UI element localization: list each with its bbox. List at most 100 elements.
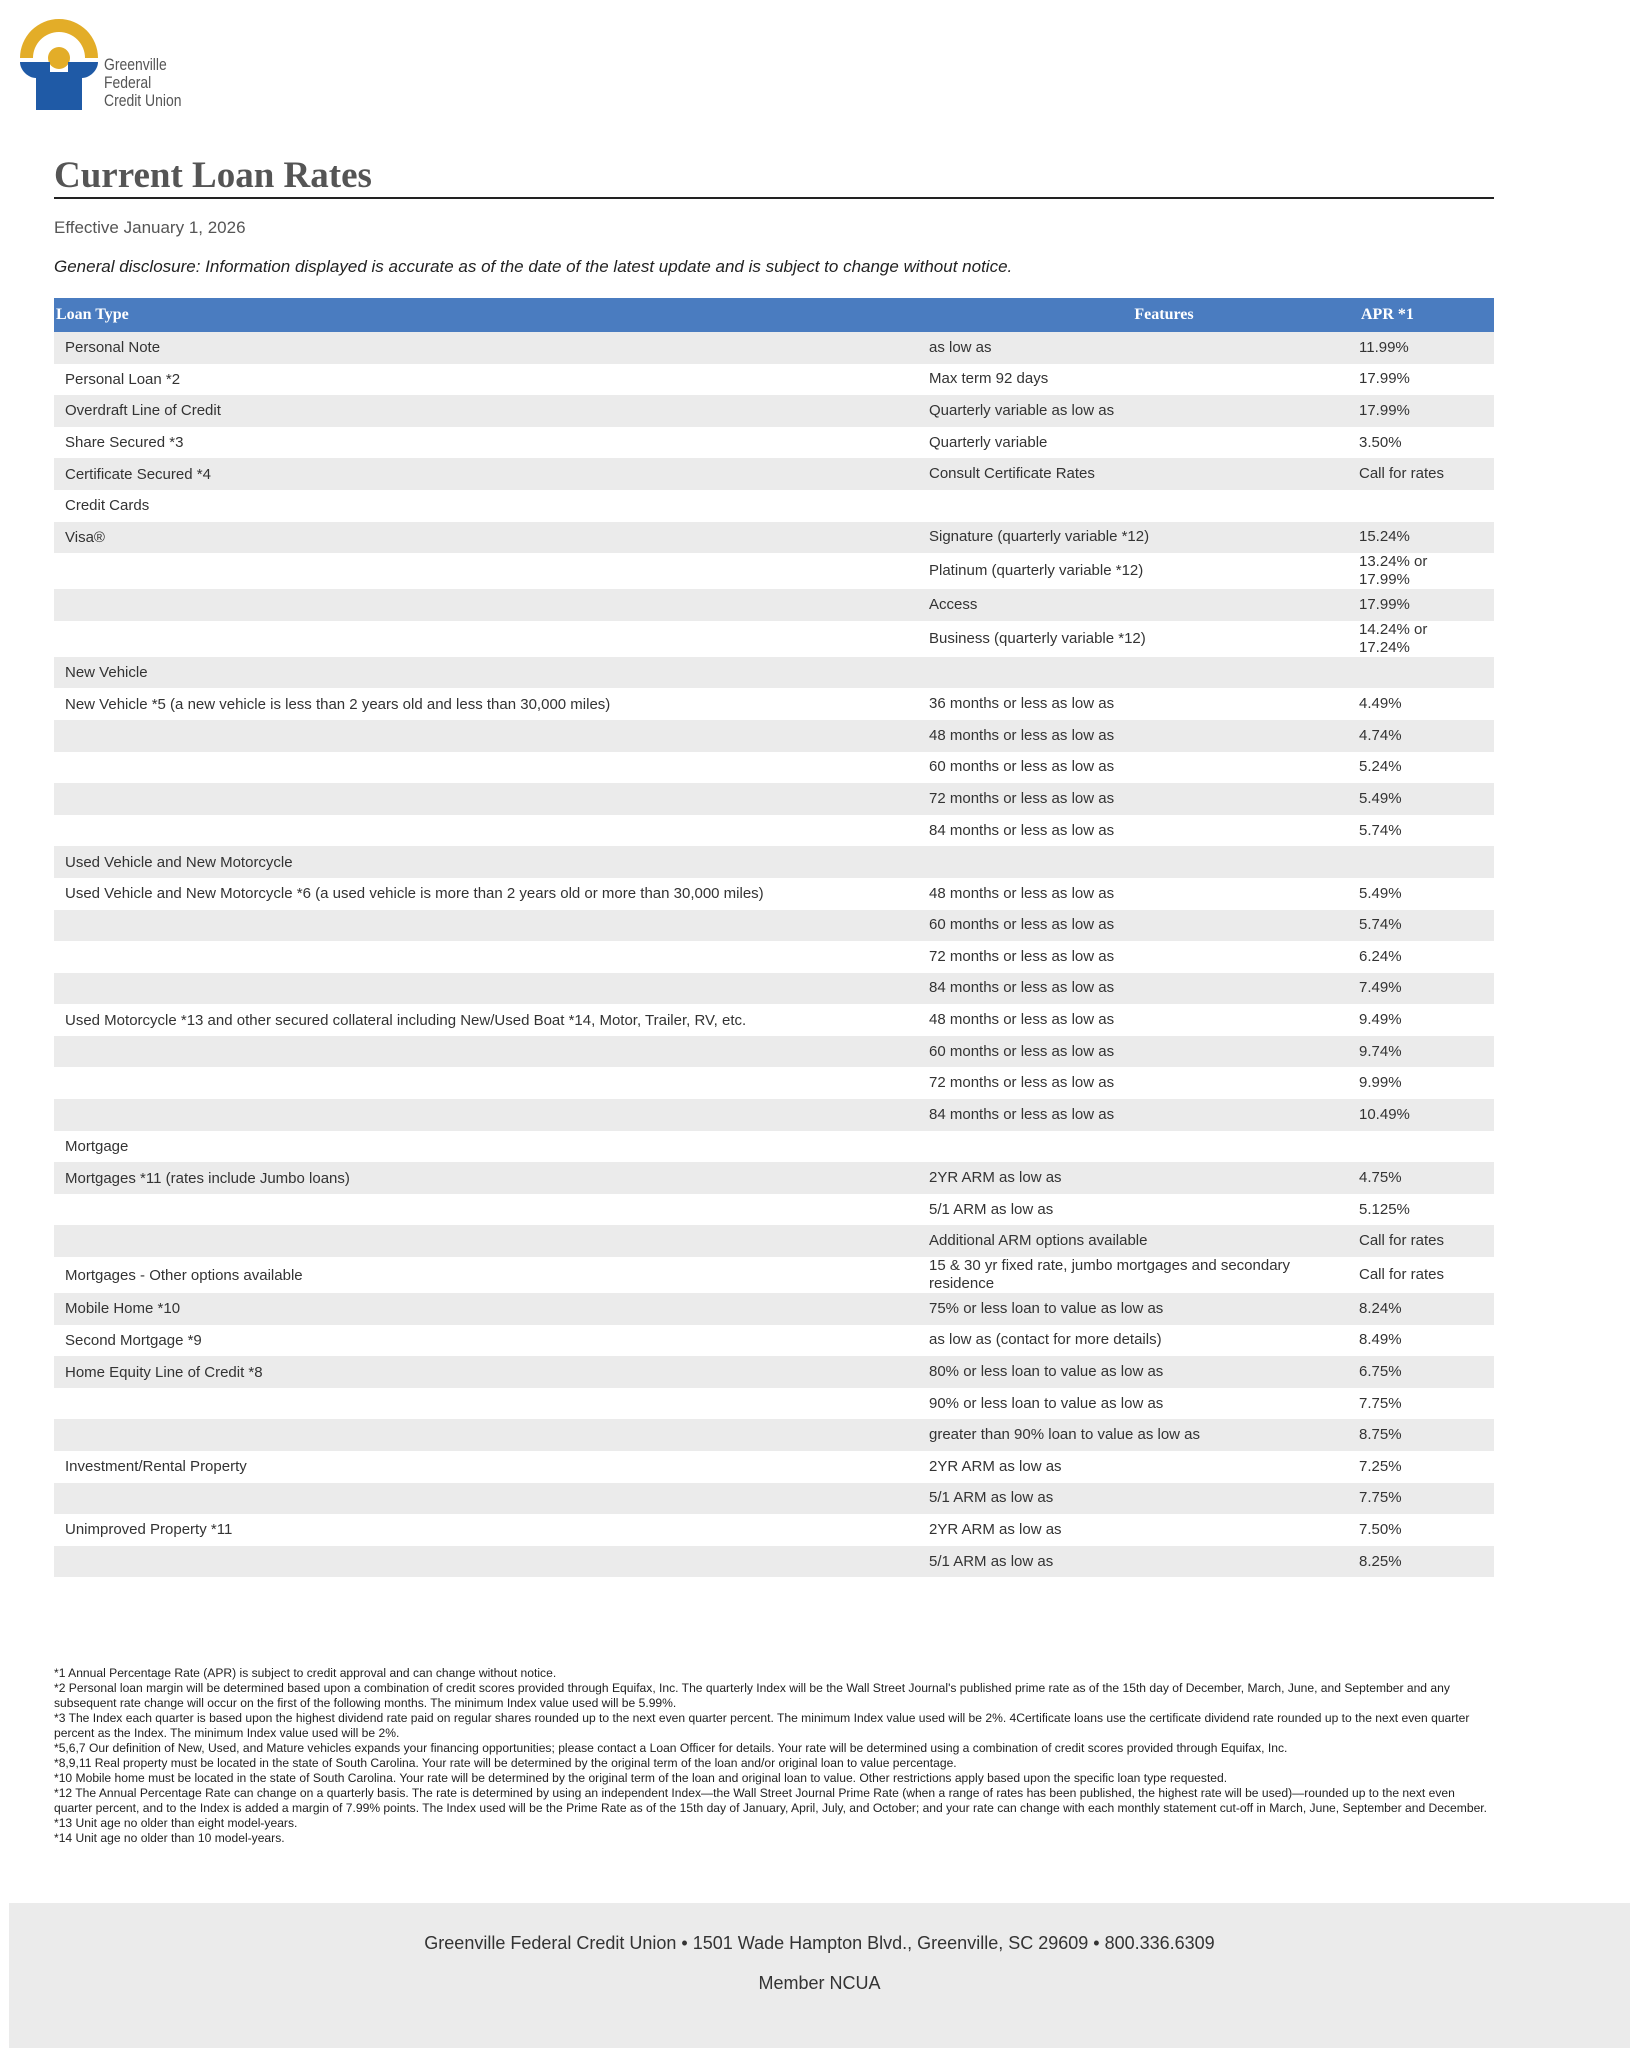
- table-cell: [54, 1419, 929, 1451]
- footnote: *12 The Annual Percentage Rate can chang…: [54, 1786, 1488, 1815]
- cell-text: Overdraft Line of Credit: [65, 402, 221, 420]
- table-cell: 48 months or less as low as: [929, 1004, 1359, 1036]
- cell-text: 10.49%: [1359, 1105, 1410, 1123]
- table-cell: 17.99%: [1359, 364, 1494, 396]
- table-cell: 5.74%: [1359, 909, 1494, 942]
- table-row: Mortgages - Other options available 15 & …: [54, 1257, 1494, 1293]
- table-cell: Overdraft Line of Credit: [54, 395, 929, 427]
- table-cell: Call for rates: [1359, 1257, 1494, 1293]
- table-row: 60 months or less as low as 5.24%: [54, 752, 1494, 784]
- table-cell: 5.74%: [1359, 815, 1494, 847]
- table-cell: Personal Note: [54, 332, 929, 364]
- table-cell: [54, 815, 929, 847]
- footnotes: *1 Annual Percentage Rate (APR) is subje…: [54, 1666, 1494, 1846]
- table-cell: Used Vehicle and New Motorcycle *6 (a us…: [54, 878, 929, 910]
- cell-text: Used Vehicle and New Motorcycle *6 (a us…: [65, 885, 764, 903]
- table-cell: 4.75%: [1359, 1162, 1494, 1194]
- cell-text: Used Vehicle and New Motorcycle: [65, 853, 293, 871]
- table-cell: Additional ARM options available: [929, 1225, 1359, 1258]
- table-cell: 84 months or less as low as: [929, 972, 1359, 1005]
- cell-text: 7.25%: [1359, 1457, 1402, 1475]
- table-cell: Used Vehicle and New Motorcycle: [54, 846, 929, 878]
- table-row: 5/1 ARM as low as 8.25%: [54, 1545, 1494, 1578]
- cell-text: 8.24%: [1359, 1299, 1402, 1317]
- table-cell: Second Mortgage *9: [54, 1325, 929, 1357]
- cell-text: 15 & 30 yr fixed rate, jumbo mortgages a…: [929, 1257, 1291, 1293]
- table-row: New Vehicle: [54, 656, 1494, 689]
- cell-text: as low as: [929, 338, 992, 356]
- cell-text: 72 months or less as low as: [929, 1074, 1115, 1092]
- table-cell: 9.49%: [1359, 1004, 1494, 1036]
- table-cell: [1359, 846, 1494, 878]
- table-cell: [54, 909, 929, 942]
- header-cell: Features: [929, 298, 1359, 332]
- table-cell: 7.25%: [1359, 1451, 1494, 1483]
- table-cell: [54, 1099, 929, 1131]
- cell-text: 8.25%: [1359, 1552, 1402, 1570]
- cell-text: 6.75%: [1359, 1363, 1402, 1381]
- table-cell: 17.99%: [1359, 395, 1494, 427]
- footer: Greenville Federal Credit Union • 1501 W…: [9, 1903, 1630, 2048]
- cell-text: Investment/Rental Property: [65, 1458, 247, 1476]
- cell-text: 9.99%: [1359, 1074, 1402, 1092]
- cell-text: 6.24%: [1359, 947, 1402, 965]
- cell-text: Visa®: [65, 528, 105, 546]
- cell-text: Call for rates: [1359, 1232, 1445, 1250]
- table-cell: 5.49%: [1359, 878, 1494, 910]
- cell-text: Platinum (quarterly variable *12): [929, 562, 1144, 580]
- table-cell: 5/1 ARM as low as: [929, 1194, 1359, 1226]
- cell-text: 5/1 ARM as low as: [929, 1200, 1054, 1218]
- disclosure: General disclosure: Information displaye…: [54, 257, 1013, 276]
- table-cell: 75% or less loan to value as low as: [929, 1293, 1359, 1325]
- table-cell: 4.74%: [1359, 719, 1494, 752]
- effective-date: Effective January 1, 2026: [54, 218, 246, 237]
- cell-text: Mortgage: [65, 1137, 129, 1155]
- table-cell: Home Equity Line of Credit *8: [54, 1356, 929, 1388]
- table-cell: Personal Loan *2: [54, 364, 929, 396]
- table-row: Personal Loan *2 Max term 92 days 17.99%: [54, 364, 1494, 396]
- cell-text: 5.24%: [1359, 758, 1402, 776]
- cell-text: 17.99%: [1359, 370, 1410, 388]
- cell-text: 15.24%: [1359, 528, 1410, 546]
- table-row: Second Mortgage *9 as low as (contact for…: [54, 1325, 1494, 1357]
- table-cell: 60 months or less as low as: [929, 909, 1359, 942]
- table-row: Mortgage: [54, 1131, 1494, 1163]
- table-cell: 3.50%: [1359, 427, 1494, 459]
- cell-text: 14.24% or 17.24%: [1359, 620, 1428, 656]
- cell-text: Personal Loan *2: [65, 370, 181, 388]
- table-cell: Mortgages - Other options available: [54, 1257, 929, 1293]
- cell-text: 7.50%: [1359, 1520, 1402, 1538]
- cell-text: 11.99%: [1359, 338, 1409, 356]
- table-cell: 8.24%: [1359, 1293, 1494, 1325]
- table-cell: 4.49%: [1359, 688, 1494, 720]
- table-row: 5/1 ARM as low as 7.75%: [54, 1482, 1494, 1515]
- table-cell: Quarterly variable: [929, 427, 1359, 459]
- cell-text: 5.74%: [1359, 821, 1402, 839]
- cell-text: Business (quarterly variable *12): [929, 629, 1146, 647]
- table-cell: Access: [929, 589, 1359, 621]
- cell-text: 5/1 ARM as low as: [929, 1489, 1054, 1507]
- cell-text: 72 months or less as low as: [929, 947, 1115, 965]
- table-cell: 6.75%: [1359, 1356, 1494, 1388]
- table-cell: Investment/Rental Property: [54, 1451, 929, 1483]
- cell-text: 72 months or less as low as: [929, 789, 1115, 807]
- table-cell: 90% or less loan to value as low as: [929, 1388, 1359, 1420]
- table-cell: [54, 553, 929, 589]
- cell-text: Quarterly variable: [929, 433, 1048, 451]
- table-row: Overdraft Line of Credit Quarterly variab…: [54, 395, 1494, 427]
- table-row: Share Secured *3 Quarterly variable 3.50%: [54, 427, 1494, 459]
- cell-text: 2YR ARM as low as: [929, 1457, 1062, 1475]
- table-row: Mobile Home *10 75% or less loan to value…: [54, 1293, 1494, 1325]
- table-cell: Visa®: [54, 521, 929, 554]
- table-row: Credit Cards: [54, 490, 1494, 522]
- table-cell: 48 months or less as low as: [929, 719, 1359, 752]
- cell-text: 4.49%: [1359, 695, 1402, 713]
- cell-text: Mobile Home *10: [65, 1300, 181, 1318]
- table-cell: [54, 972, 929, 1005]
- table-row: 60 months or less as low as 9.74%: [54, 1035, 1494, 1068]
- cell-text: 5/1 ARM as low as: [929, 1552, 1054, 1570]
- table-cell: [54, 621, 929, 657]
- table-cell: 10.49%: [1359, 1099, 1494, 1131]
- cell-text: Share Secured *3: [65, 434, 184, 452]
- table-row: Visa® Signature (quarterly variable *12) 1…: [54, 521, 1494, 554]
